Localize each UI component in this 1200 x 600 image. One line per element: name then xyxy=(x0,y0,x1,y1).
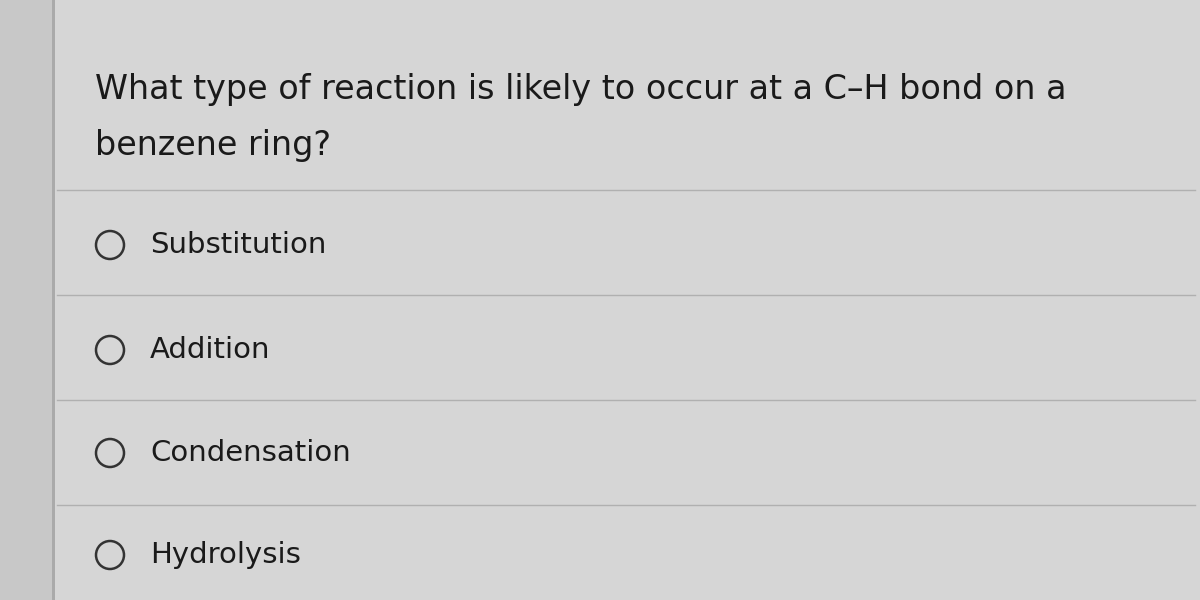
Text: Hydrolysis: Hydrolysis xyxy=(150,541,301,569)
Circle shape xyxy=(96,231,124,259)
Text: benzene ring?: benzene ring? xyxy=(95,128,331,161)
Text: Condensation: Condensation xyxy=(150,439,350,467)
Bar xyxy=(52,0,55,600)
Circle shape xyxy=(96,541,124,569)
Circle shape xyxy=(96,336,124,364)
Text: What type of reaction is likely to occur at a C–H bond on a: What type of reaction is likely to occur… xyxy=(95,73,1067,107)
Text: Addition: Addition xyxy=(150,336,270,364)
Text: Substitution: Substitution xyxy=(150,231,326,259)
Circle shape xyxy=(96,439,124,467)
